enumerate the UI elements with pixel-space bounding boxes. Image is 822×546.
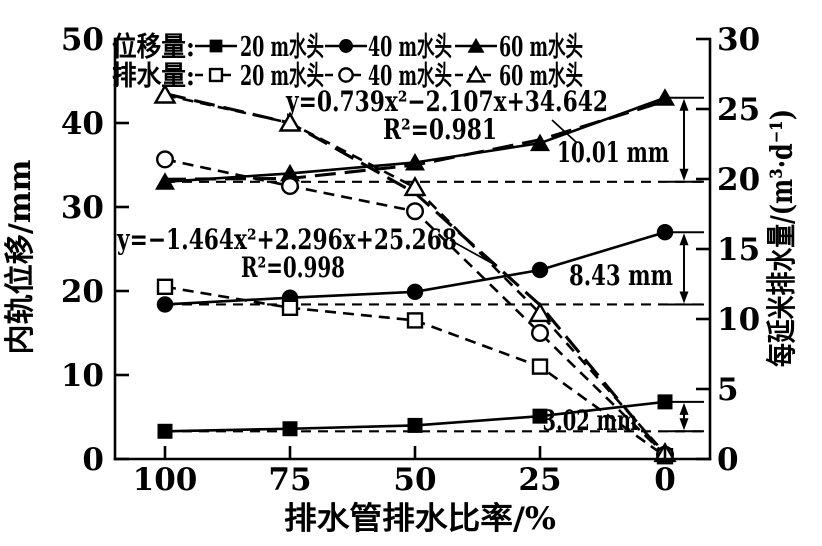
series-disp-40-marker (156, 296, 174, 313)
series-disp-60-marker (280, 163, 300, 182)
y-left-tick-label: 40 (61, 106, 104, 142)
y-left-axis-label: 内轨位移/mm (3, 159, 38, 354)
legend-item-drain-40-label: 40 m水头 (368, 61, 452, 92)
series-disp-40-marker (531, 261, 549, 279)
annotations-layer (449, 96, 704, 433)
legend-row2-title: 排水量: (112, 61, 195, 92)
fit-equation-1: y=0.739x²−2.107x+34.642 (285, 85, 608, 118)
series-drain-20-marker (531, 358, 549, 375)
x-tick-label: 25 (518, 462, 561, 498)
arrowhead-down (679, 168, 689, 181)
y-right-tick-label: 15 (717, 232, 760, 268)
x-tick-label: 0 (654, 462, 676, 498)
series-drain-40-marker (531, 324, 550, 343)
x-axis-label: 排水管排水比率/% (284, 501, 556, 537)
equation-leader-line (449, 239, 498, 267)
series-disp-40-marker (656, 224, 674, 241)
series-drain-20-marker (156, 278, 174, 295)
x-tick-label: 100 (133, 462, 198, 498)
annotation-10-01-mm: 10.01 mm (557, 136, 669, 169)
series-drain-40-marker (406, 202, 425, 221)
y-left-tick-label: 10 (61, 358, 104, 394)
annotation-8-43-mm: 8.43 mm (569, 259, 673, 292)
legend-sample-marker (209, 39, 223, 53)
y-right-tick-label: 25 (717, 92, 760, 128)
series-disp-40-marker (406, 283, 424, 301)
x-tick-label: 75 (268, 462, 311, 498)
legend-sample-marker (208, 67, 224, 83)
series-disp-60-marker (530, 133, 550, 152)
legend-sample-marker (465, 64, 487, 83)
x-tick-label: 50 (393, 462, 436, 498)
y-right-tick-label: 10 (717, 302, 760, 338)
y-left-tick-label: 50 (61, 22, 104, 58)
y-right-tick-label: 0 (717, 442, 739, 478)
legend-item-disp-60-label: 60 m水头 (499, 32, 583, 63)
y-right-tick-label: 30 (717, 22, 760, 58)
y-left-tick-label: 0 (82, 442, 104, 478)
fit-equation-1-r2: R²=0.981 (383, 113, 497, 146)
series-drain-60-marker (528, 301, 552, 323)
arrowhead-up (679, 402, 689, 415)
reference-lines-layer (165, 180, 703, 433)
series-drain-20-marker (281, 299, 299, 316)
series-drain-40-marker (155, 150, 174, 169)
legend-sample-marker (338, 67, 354, 83)
series-disp-60-marker (405, 152, 425, 171)
series-drain-60-marker (403, 175, 427, 197)
y-left-tick-label: 20 (61, 274, 104, 310)
series-disp-20-marker (532, 408, 548, 424)
legend-item-drain-60-label: 60 m水头 (499, 61, 583, 92)
series-drain-60-marker (278, 111, 302, 132)
y-right-tick-label: 5 (717, 372, 739, 408)
y-right-axis-label: 每延米排水量/(m³·d⁻¹) (765, 109, 800, 367)
series-layer (153, 83, 677, 465)
axes-layer: 0 10 20 30 40 50 0 5 10 15 20 25 30 100 75 50 25 0 (61, 22, 760, 498)
fit-equation-2: y=−1.464x²+2.296x+25.268 (116, 223, 457, 256)
y-right-tick-label: 20 (717, 162, 760, 198)
series-disp-20-marker (657, 394, 673, 410)
series-disp-20-marker (157, 423, 173, 439)
series-disp-20-marker (407, 417, 423, 433)
legend-sample-marker (467, 37, 485, 53)
legend-sample-marker (339, 39, 353, 53)
series-drain-60-marker (153, 83, 177, 104)
series-disp-60-marker (155, 172, 175, 190)
y-left-tick-label: 30 (61, 190, 104, 226)
equation-leader-line (551, 119, 577, 143)
legend-samples-layer (195, 37, 497, 83)
series-drain-20-marker (406, 312, 424, 329)
annotation-3-02-mm: 3.02 mm (543, 404, 638, 437)
arrowhead-up (679, 98, 689, 111)
legend-item-disp-20-label: 20 m水头 (240, 32, 324, 63)
arrowhead-down (679, 418, 689, 431)
arrowhead-up (679, 233, 689, 246)
fit-equation-2-r2: R²=0.998 (241, 251, 345, 284)
series-disp-60-marker (655, 88, 675, 106)
series-disp-20-marker (282, 421, 298, 437)
legend-row1-title: 位移量: (112, 31, 195, 63)
series-drain-40-marker (281, 176, 300, 195)
legend-item-disp-40-label: 40 m水头 (368, 32, 452, 63)
legend-item-drain-20-label: 20 m水头 (240, 61, 324, 92)
arrowhead-down (679, 291, 689, 304)
series-drain-60-line (164, 93, 666, 455)
